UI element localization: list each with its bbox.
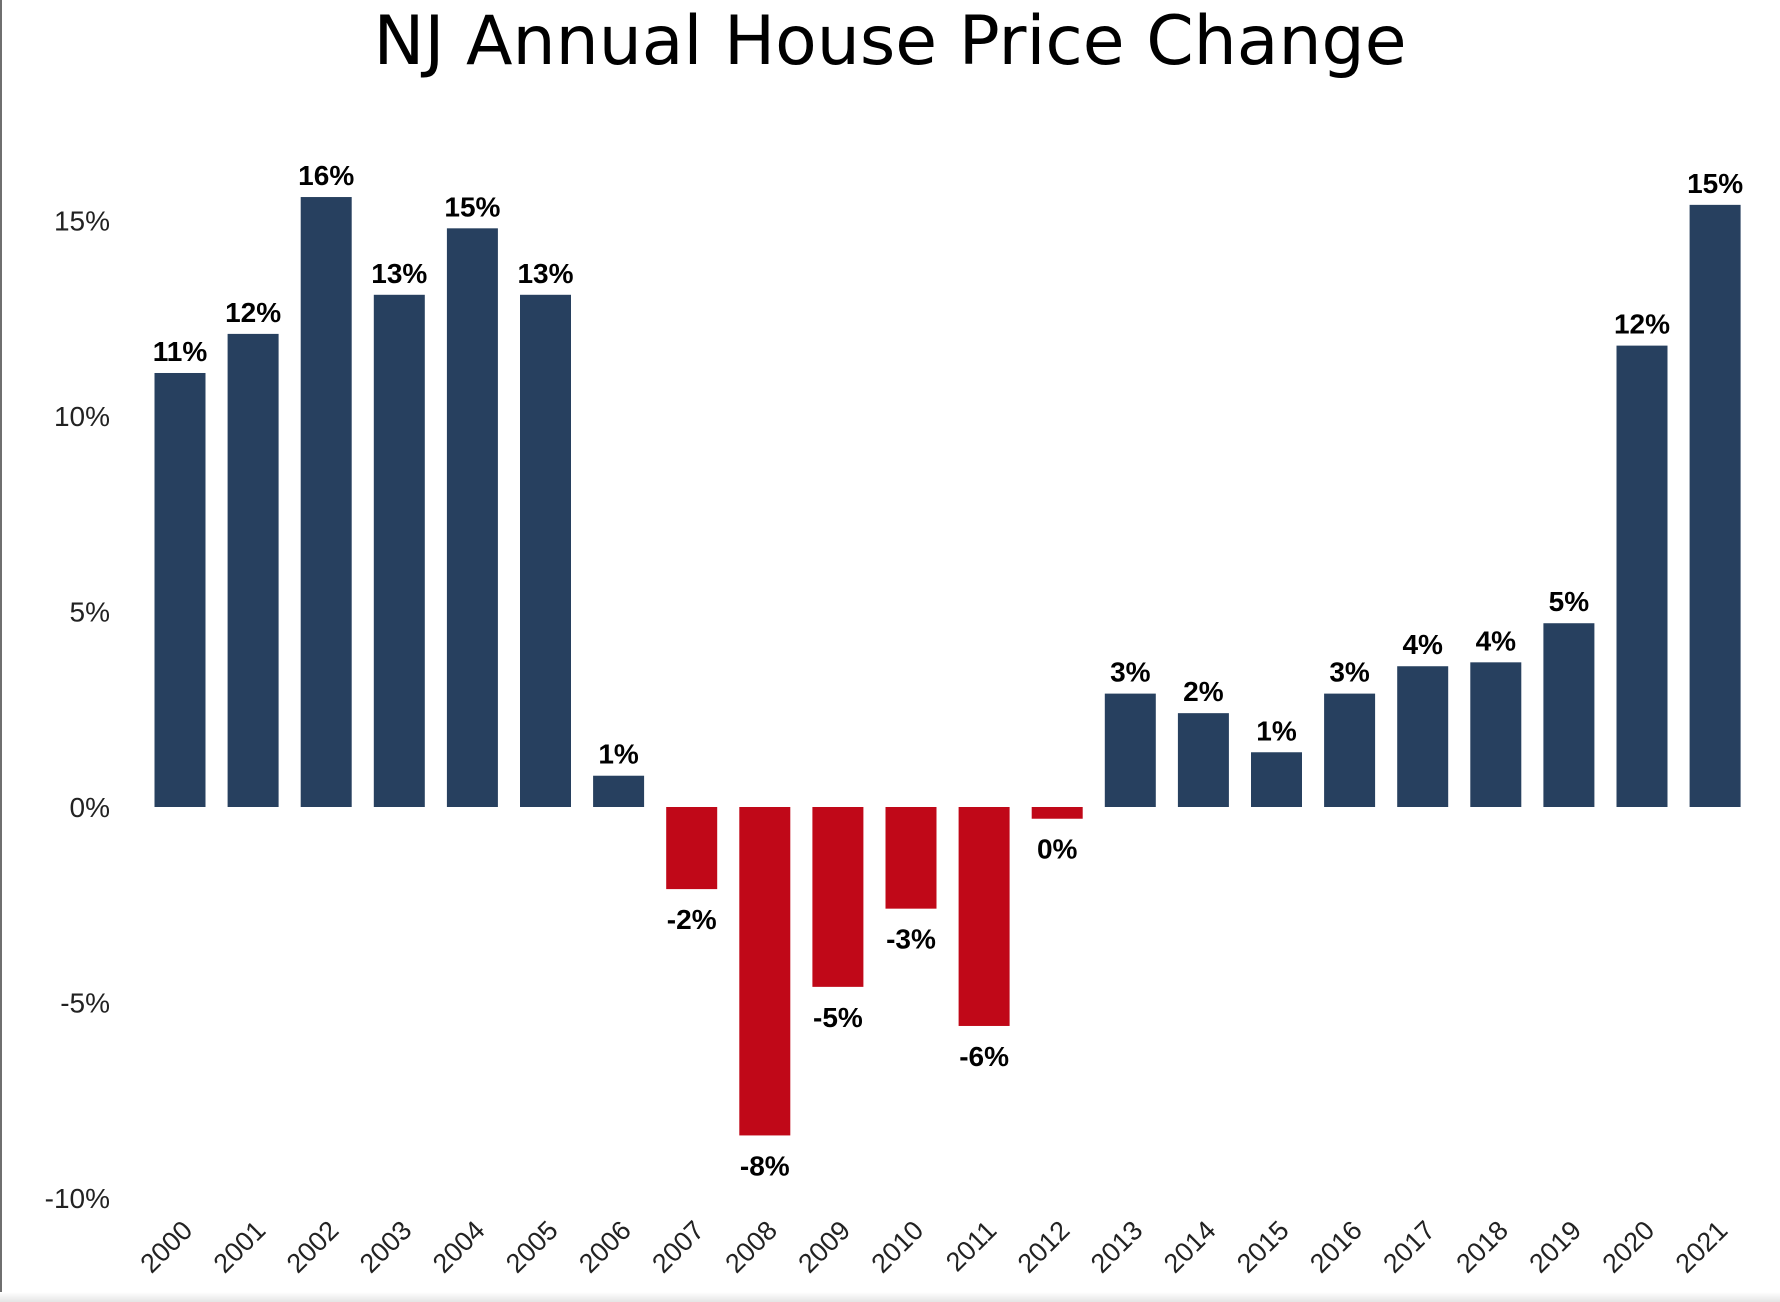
data-label-2021: 15% [1687, 168, 1743, 199]
bar-2004 [446, 228, 498, 807]
x-tick-label: 2003 [354, 1215, 418, 1279]
x-tick-label: 2017 [1377, 1215, 1441, 1279]
x-tick-label: 2005 [500, 1215, 564, 1279]
y-tick-label: 10% [54, 401, 110, 432]
data-label-2007: -2% [667, 904, 717, 935]
y-tick-label: 5% [70, 597, 110, 628]
data-label-2018: 4% [1476, 625, 1517, 656]
data-labels: 11% 12% 16% 13% 15% 13% 1% -2% -8% -5% -3% -6% 0% 3% 2… [153, 160, 1743, 1181]
bar-2002 [300, 197, 352, 808]
x-axis: 2000 2001 2002 2003 2004 2005 2006 2007 2008 2009… [135, 1215, 1734, 1279]
bars [154, 197, 1741, 1136]
x-tick-label: 2007 [646, 1215, 710, 1279]
data-label-2008: -8% [740, 1150, 790, 1181]
bar-2000 [154, 372, 206, 807]
bar-2007 [666, 807, 718, 890]
x-tick-label: 2006 [573, 1215, 637, 1279]
data-label-2020: 12% [1614, 309, 1670, 340]
bar-2017 [1397, 666, 1449, 807]
bar-2005 [520, 294, 571, 807]
chart-title: NJ Annual House Price Change [373, 2, 1407, 81]
bar-2015 [1251, 752, 1302, 807]
data-label-2003: 13% [371, 258, 427, 289]
x-tick-label: 2000 [135, 1215, 199, 1279]
data-label-2011: -6% [959, 1041, 1009, 1072]
data-label-2017: 4% [1402, 629, 1443, 660]
bar-2001 [227, 333, 279, 807]
x-tick-label: 2016 [1304, 1215, 1368, 1279]
y-tick-label: -10% [45, 1183, 110, 1214]
bar-2019 [1543, 623, 1595, 807]
data-label-2004: 15% [444, 191, 500, 222]
bar-2010 [885, 807, 937, 909]
x-tick-label: 2021 [1670, 1215, 1734, 1279]
y-tick-label: -5% [60, 988, 110, 1019]
data-label-2006: 1% [598, 739, 639, 770]
x-tick-label: 2009 [792, 1215, 856, 1279]
data-label-2005: 13% [517, 258, 573, 289]
bar-2016 [1324, 693, 1376, 807]
bar-2006 [593, 775, 645, 807]
bar-2003 [373, 294, 425, 807]
data-label-2015: 1% [1256, 715, 1297, 746]
bar-2011 [958, 807, 1010, 1026]
x-tick-label: 2001 [208, 1215, 272, 1279]
data-label-2010: -3% [886, 924, 936, 955]
x-tick-label: 2018 [1450, 1215, 1514, 1279]
x-tick-label: 2014 [1158, 1215, 1222, 1279]
data-label-2002: 16% [298, 160, 354, 191]
data-label-2000: 11% [153, 336, 208, 367]
x-tick-label: 2013 [1085, 1215, 1149, 1279]
bar-2013 [1104, 693, 1156, 807]
bar-2014 [1177, 713, 1229, 807]
x-tick-label: 2002 [281, 1215, 345, 1279]
x-tick-label: 2015 [1231, 1215, 1295, 1279]
bar-2009 [812, 807, 864, 987]
y-axis: -10% -5% 0% 5% 10% 15% [45, 206, 110, 1215]
x-tick-label: 2012 [1012, 1215, 1076, 1279]
y-tick-label: 15% [54, 206, 110, 237]
data-label-2001: 12% [225, 297, 281, 328]
data-label-2019: 5% [1549, 586, 1590, 617]
x-tick-label: 2019 [1523, 1215, 1587, 1279]
data-label-2013: 3% [1110, 657, 1151, 688]
x-tick-label: 2011 [940, 1215, 1002, 1277]
data-label-2016: 3% [1329, 657, 1370, 688]
bar-2018 [1470, 662, 1522, 807]
bar-2021 [1689, 204, 1741, 808]
bar-2008 [739, 807, 791, 1136]
x-tick-label: 2010 [866, 1215, 930, 1279]
y-tick-label: 0% [70, 792, 110, 823]
x-tick-label: 2008 [719, 1215, 783, 1279]
data-label-2014: 2% [1183, 676, 1224, 707]
bar-2020 [1616, 345, 1668, 807]
x-tick-label: 2004 [427, 1215, 491, 1279]
bar-2012 [1031, 807, 1083, 819]
x-tick-label: 2020 [1597, 1215, 1661, 1279]
data-label-2012: 0% [1037, 834, 1078, 865]
data-label-2009: -5% [813, 1002, 863, 1033]
bottom-edge-shadow [0, 1292, 1780, 1302]
